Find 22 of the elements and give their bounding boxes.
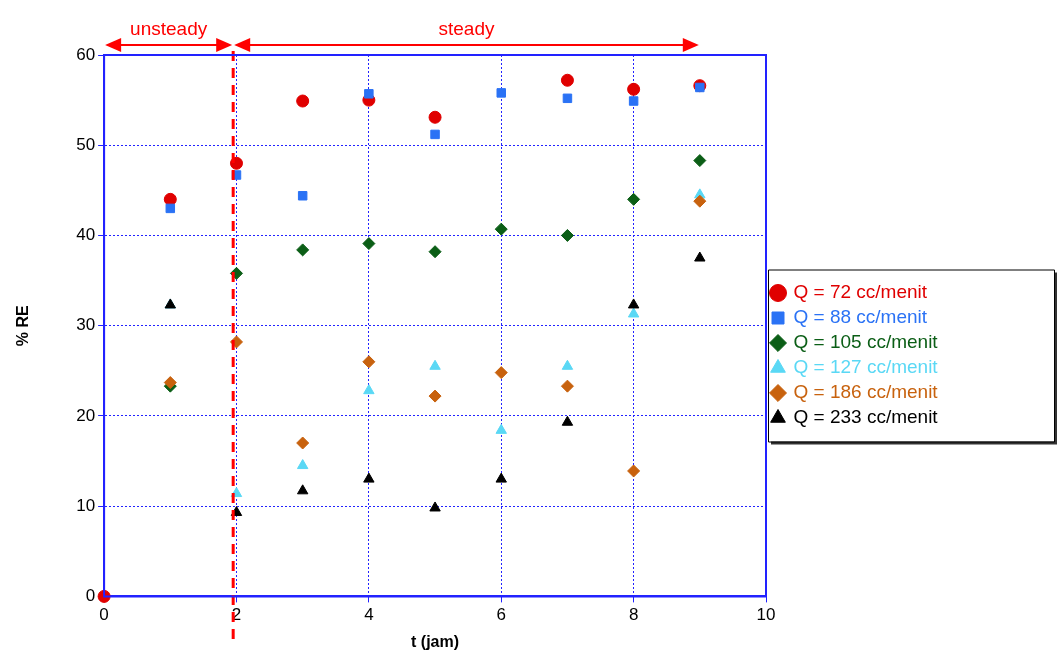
y-axis-title: % RE — [14, 304, 32, 347]
y-tick-label: 10 — [76, 495, 96, 515]
legend-label: Q = 233 cc/menit — [793, 406, 939, 428]
legend-label: Q = 105 cc/menit — [793, 331, 939, 353]
legend-label: Q = 186 cc/menit — [793, 381, 939, 403]
text: unsteady — [130, 17, 208, 39]
x-tick-label: 4 — [364, 605, 374, 625]
y-tick-label: 20 — [76, 405, 96, 425]
x-tick-label: 10 — [756, 605, 776, 625]
y-tick-label: 40 — [76, 225, 96, 245]
legend-label: Q = 127 cc/menit — [793, 356, 939, 378]
y-tick-label: 0 — [85, 586, 96, 606]
y-tick-label: 30 — [76, 315, 96, 335]
legend-label: Q = 72 cc/menit — [793, 281, 928, 303]
y-tick-label: 50 — [76, 134, 96, 154]
x-axis-title: t (jam) — [411, 632, 460, 650]
legend-label: Q = 88 cc/menit — [793, 306, 928, 328]
x-tick-label: 0 — [99, 605, 109, 625]
y-tick-label: 60 — [76, 44, 96, 64]
x-tick-label: 8 — [628, 605, 639, 625]
text: steady — [438, 17, 495, 39]
x-tick-label: 6 — [496, 605, 506, 625]
